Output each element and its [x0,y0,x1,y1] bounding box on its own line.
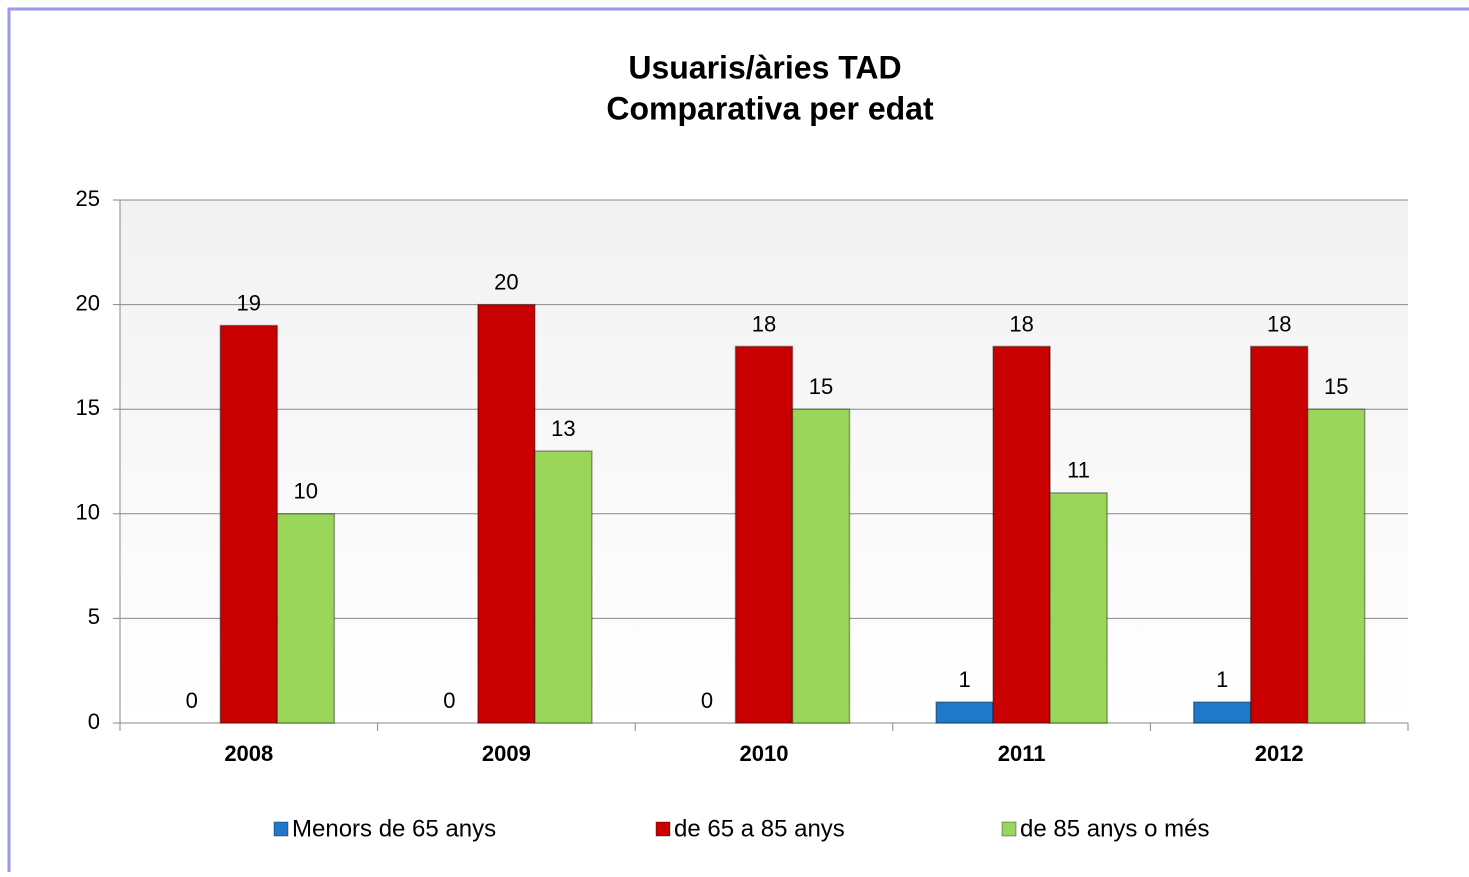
data-label: 18 [1009,311,1033,336]
data-label: 18 [752,311,776,336]
x-tick-label: 2011 [998,741,1046,766]
data-label: 1 [1216,667,1228,692]
y-tick-label: 20 [76,290,100,315]
data-label: 18 [1267,311,1291,336]
bar [791,408,851,724]
data-label: 20 [494,269,518,294]
bar [276,513,336,724]
data-label: 10 [294,479,318,504]
y-tick-label: 0 [88,709,100,734]
data-label: 15 [1324,374,1348,399]
bar [1306,408,1366,724]
x-tick-label: 2012 [1255,741,1304,766]
bar [1249,345,1309,724]
bar [219,324,279,724]
y-tick-label: 15 [76,395,100,420]
x-tick-label: 2008 [224,741,273,766]
data-label: 15 [809,374,833,399]
legend-marker [1001,821,1017,837]
chart-title: Usuaris/àries TAD [628,49,901,85]
y-tick-label: 5 [88,604,100,629]
y-tick-label: 10 [76,500,100,525]
bar [734,345,794,724]
bar [1049,492,1108,724]
legend-label: Menors de 65 anys [292,815,496,842]
chart-subtitle: Comparativa per edat [606,90,934,126]
bar [935,701,994,724]
legend-label: de 85 anys o més [1020,815,1209,842]
bar [534,450,593,724]
y-tick-label: 25 [76,186,100,211]
x-tick-label: 2010 [740,741,789,766]
legend-marker [655,821,671,837]
data-label: 13 [551,416,575,441]
bar [1192,701,1252,724]
legend-label: de 65 a 85 anys [674,815,845,842]
bar [477,303,536,724]
data-label: 11 [1067,458,1090,483]
data-label: 1 [958,667,970,692]
data-label: 0 [701,688,713,713]
data-label: 0 [443,688,455,713]
data-label: 0 [186,688,198,713]
bar [992,345,1051,724]
legend-marker [273,821,289,837]
x-tick-label: 2009 [482,741,531,766]
data-label: 19 [237,290,261,315]
